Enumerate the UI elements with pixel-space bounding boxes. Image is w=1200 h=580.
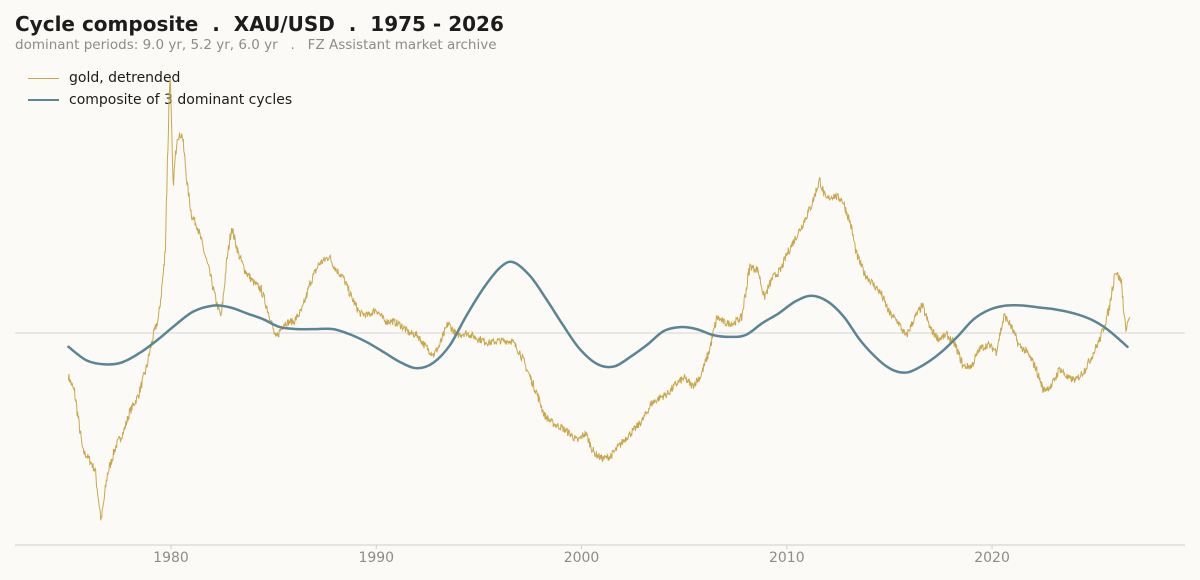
legend-item-composite: composite of 3 dominant cycles [28, 89, 292, 111]
legend: gold, detrended composite of 3 dominant … [28, 67, 292, 111]
series-line-gold [67, 77, 1131, 521]
legend-label-gold: gold, detrended [69, 70, 181, 86]
x-tick-label-2010: 2010 [769, 550, 805, 566]
legend-swatch-gold [28, 77, 59, 79]
x-tick-label-2020: 2020 [974, 550, 1010, 566]
x-tick-label-1990: 1990 [358, 550, 394, 566]
x-tick-label-2000: 2000 [564, 550, 600, 566]
chart-title: Cycle composite . XAU/USD . 1975 - 2026 [15, 12, 504, 36]
legend-item-gold: gold, detrended [28, 67, 292, 89]
legend-swatch-composite [28, 98, 59, 102]
chart-subtitle: dominant periods: 9.0 yr, 5.2 yr, 6.0 yr… [15, 37, 497, 53]
legend-label-composite: composite of 3 dominant cycles [69, 92, 293, 108]
series-line-composite [67, 260, 1129, 374]
x-ticks: 1980 1990 2000 2010 2020 [153, 545, 1010, 566]
x-tick-label-1980: 1980 [153, 550, 189, 566]
